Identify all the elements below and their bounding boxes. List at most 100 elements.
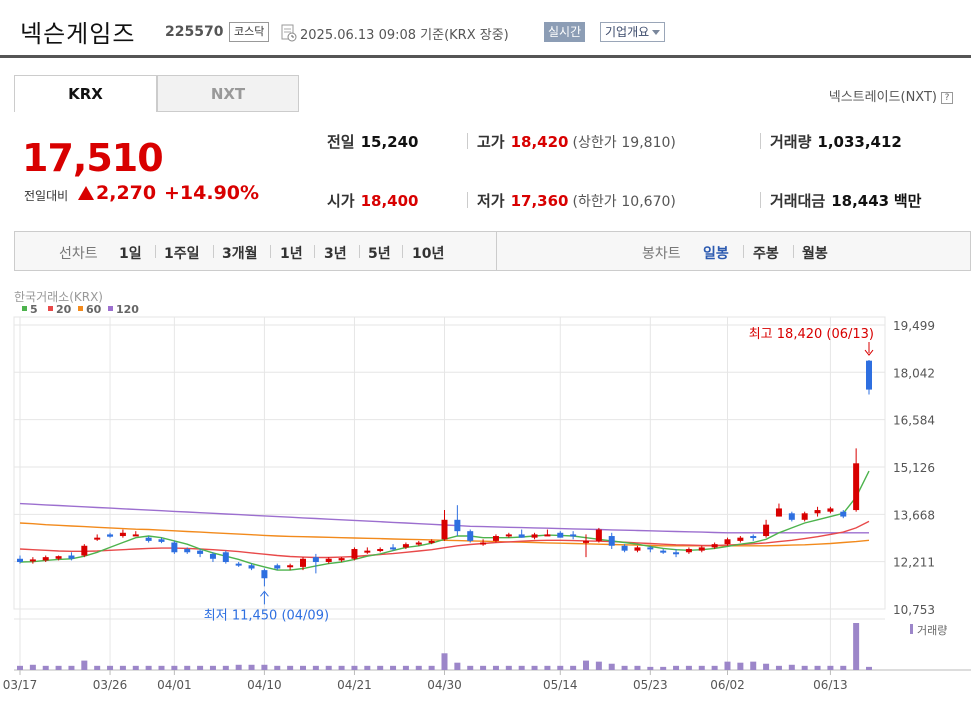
chart-legend: 5 20 60 120 [22, 303, 139, 316]
volume-bar [338, 665, 345, 670]
volume-bar [107, 665, 114, 670]
volume-label: 거래량 [770, 133, 812, 151]
volume-bar [364, 665, 371, 670]
candle [531, 534, 538, 538]
volume-bar [197, 665, 204, 670]
candle [827, 508, 834, 512]
volume-bar [377, 665, 384, 670]
nxt-link[interactable]: 넥스트레이드(NXT)? [829, 86, 953, 105]
help-icon[interactable]: ? [941, 91, 953, 104]
amount-value: 18,443 [831, 192, 890, 210]
x-tick-label: 03/17 [3, 678, 38, 692]
divider [467, 192, 468, 208]
candle [853, 463, 860, 511]
candle-weekly[interactable]: 주봉 [753, 246, 779, 262]
candle [235, 563, 242, 566]
volume-bar [801, 665, 808, 670]
volume-legend-label: 거래량 [917, 624, 947, 637]
divider [213, 245, 214, 258]
volume-bar [570, 665, 577, 670]
candle [660, 550, 667, 553]
candle [544, 534, 551, 537]
candle [454, 519, 461, 532]
candle [68, 555, 75, 559]
candle [775, 508, 782, 517]
change-rate: +14.90% [164, 182, 260, 204]
divider [793, 245, 794, 258]
volume-bar [428, 665, 435, 670]
candle-daily[interactable]: 일봉 [703, 246, 729, 262]
current-price: 17,510 [22, 136, 164, 180]
candle [711, 544, 718, 548]
candle-monthly[interactable]: 월봉 [802, 246, 828, 262]
open-price: 시가 18,400 [327, 190, 419, 211]
volume-bar [544, 665, 551, 670]
volume-bar [788, 664, 795, 670]
x-tick-label: 04/30 [427, 678, 462, 692]
volume-bar [29, 664, 36, 670]
candle [698, 547, 705, 551]
candle [94, 537, 101, 540]
candle [377, 549, 384, 552]
x-tick-label: 06/13 [813, 678, 848, 692]
volume-bar [132, 665, 139, 670]
high-value: 18,420 [510, 133, 569, 151]
volume-bar [145, 665, 152, 670]
upper-limit-label: (상한가 [572, 135, 617, 151]
realtime-badge[interactable]: 실시간 [544, 22, 586, 42]
candle [763, 524, 770, 537]
candle [840, 511, 847, 517]
volume-bar [184, 665, 191, 670]
candle [222, 552, 229, 563]
candle [364, 550, 371, 553]
upper-limit-value: 19,810) [621, 135, 676, 151]
legend-swatch [108, 306, 113, 311]
candle-chart-label: 봉차트 [642, 246, 681, 262]
nxt-link-label[interactable]: 넥스트레이드(NXT) [828, 90, 937, 105]
candle [248, 565, 255, 569]
divider [760, 192, 761, 208]
candle [441, 519, 448, 540]
volume-bar [853, 623, 860, 670]
range-5y[interactable]: 5년 [368, 246, 391, 262]
volume-bar [119, 665, 126, 670]
candle [480, 542, 487, 545]
volume-bar [68, 665, 75, 670]
volume-bar [724, 661, 731, 670]
volume-bar [171, 665, 178, 670]
stock-chart[interactable]: 한국거래소(KRX) 5 20 60 120 19,499 18,042 16,584 15… [0, 282, 971, 713]
volume-bar [621, 665, 628, 670]
range-10y[interactable]: 10년 [412, 246, 445, 262]
volume-bar [222, 665, 229, 670]
candle [788, 513, 795, 520]
volume-bar [595, 661, 602, 670]
tab-nxt[interactable]: NXT [157, 75, 299, 112]
market-badge: 코스닥 [229, 22, 270, 42]
candle [737, 537, 744, 541]
candle [184, 549, 191, 553]
volume: 거래량 1,033,412 [770, 131, 902, 152]
range-1y[interactable]: 1년 [280, 246, 303, 262]
divider [155, 245, 156, 258]
range-1w[interactable]: 1주일 [164, 246, 200, 262]
candle [17, 558, 23, 563]
volume-bar [454, 662, 461, 670]
y-tick-label: 10,753 [893, 603, 935, 617]
company-info-button[interactable]: 기업개요 [600, 22, 666, 42]
volume-bar [737, 662, 744, 670]
line-chart-ranges: 선차트 1일 1주일 3개월 1년 3년 5년 10년 [15, 232, 497, 270]
candle [312, 557, 319, 563]
range-1d[interactable]: 1일 [119, 246, 142, 262]
arrow-up-icon [78, 186, 94, 200]
lower-limit-value: 10,670) [621, 194, 676, 210]
candle [750, 536, 757, 539]
amount-label: 거래대금 [770, 192, 826, 210]
legend-label: 20 [56, 303, 72, 316]
volume-bar [492, 665, 499, 670]
range-3m[interactable]: 3개월 [222, 246, 258, 262]
tab-krx[interactable]: KRX [14, 75, 157, 112]
range-3y[interactable]: 3년 [324, 246, 347, 262]
x-axis: 03/17 03/26 04/01 04/10 04/21 04/30 05/14 05/23… [3, 670, 848, 692]
volume-bar [531, 665, 538, 670]
candle [518, 534, 525, 538]
